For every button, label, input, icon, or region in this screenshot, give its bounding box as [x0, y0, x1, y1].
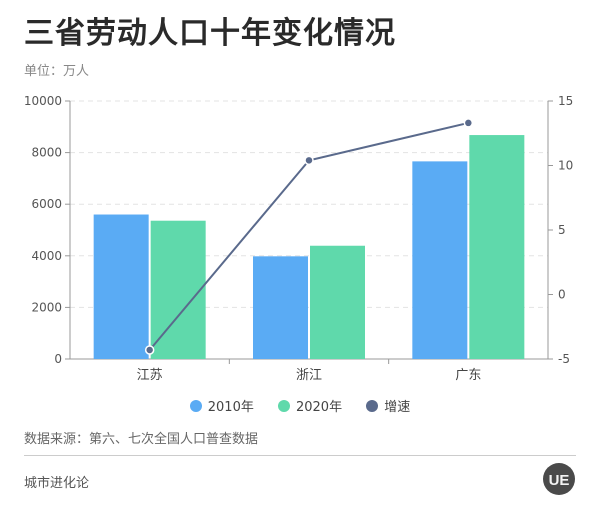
brand-logo: UE [543, 463, 575, 495]
x-tick-label: 江苏 [137, 367, 163, 383]
y-left-tick-label: 6000 [31, 197, 62, 211]
chart-title: 三省劳动人口十年变化情况 [24, 16, 396, 51]
legend: 2010年 2020年 增速 [0, 396, 600, 416]
y-right-tick-label: 10 [558, 159, 573, 173]
growth-point-浙江 [304, 155, 314, 166]
y-right-tick-label: -5 [558, 352, 570, 366]
y-right-tick-label: 0 [558, 288, 566, 302]
y-right-tick-label: 5 [558, 223, 566, 237]
legend-item-2010[interactable]: 2010年 [189, 396, 254, 415]
legend-item-2020[interactable]: 2020年 [277, 396, 343, 415]
legend-swatch-growth [366, 399, 379, 412]
logo-text: UE [549, 472, 570, 489]
legend-label-2020: 2020年 [295, 400, 343, 415]
y-left-tick-label: 2000 [31, 300, 62, 314]
legend-label-2010: 2010年 [207, 400, 254, 415]
unit-label: 单位：万人 [24, 64, 90, 79]
legend-swatch-2010 [189, 399, 202, 412]
y-left-tick-label: 8000 [31, 146, 62, 160]
x-tick-label: 浙江 [296, 368, 322, 383]
bar-2020年-浙江 [310, 245, 365, 359]
y-left-tick-label: 0 [54, 352, 62, 366]
bar-2010年-江苏 [93, 214, 149, 359]
growth-point-江苏 [144, 345, 155, 355]
brand-name: 城市进化论 [24, 476, 90, 491]
bar-2020年-江苏 [150, 220, 206, 359]
growth-point-广东 [463, 118, 474, 128]
y-right-tick-label: 15 [558, 94, 573, 108]
y-left-tick-label: 4000 [31, 249, 62, 263]
source-note: 数据来源：第六、七次全国人口普查数据 [24, 432, 259, 447]
legend-item-growth[interactable]: 增速 [366, 396, 410, 415]
bar-2020年-广东 [469, 135, 525, 359]
combo-chart: 0 2000 4000 6000 8000 10000 -5 0 5 10 15 江苏 浙江 广东 [24, 94, 573, 383]
legend-swatch-2020 [277, 399, 290, 412]
y-left-tick-label: 10000 [24, 94, 62, 108]
divider [24, 455, 576, 456]
bar-2010年-广东 [412, 161, 468, 359]
x-tick-label: 广东 [455, 368, 481, 383]
legend-label-growth: 增速 [384, 400, 411, 415]
bar-2010年-浙江 [253, 256, 308, 359]
